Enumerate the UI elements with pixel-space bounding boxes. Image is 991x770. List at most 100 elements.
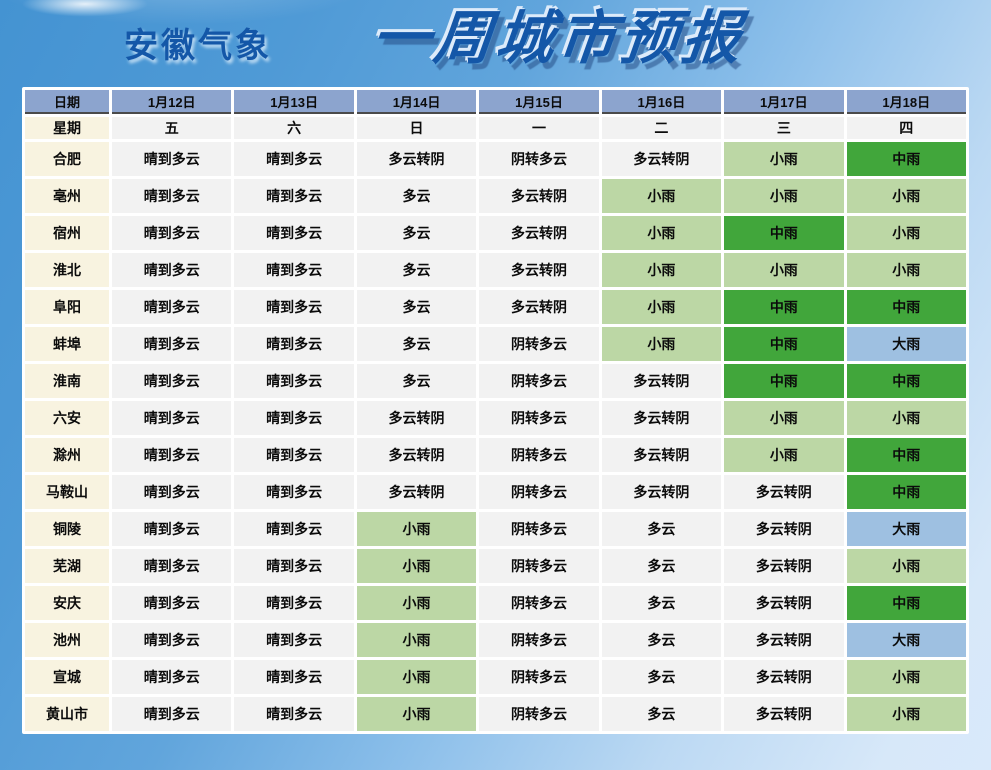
city-label: 亳州: [25, 179, 109, 213]
weather-cell: 阴转多云: [479, 512, 599, 546]
weather-cell: 多云转阴: [356, 475, 477, 509]
city-forecast-row: 芜湖 晴到多云 晴到多云 小雨 阴转多云 多云 多云转阴 小雨: [25, 549, 966, 583]
weather-cell: 阴转多云: [479, 660, 599, 694]
weather-cell: 小雨: [846, 179, 966, 213]
date-cell: 1月16日: [601, 90, 722, 114]
city-forecast-row: 蚌埠 晴到多云 晴到多云 多云 阴转多云 小雨 中雨 大雨: [25, 327, 966, 361]
weather-cell: 大雨: [846, 512, 966, 546]
city-forecast-row: 六安 晴到多云 晴到多云 多云转阴 阴转多云 多云转阴 小雨 小雨: [25, 401, 966, 435]
weather-cell: 多云转阴: [356, 401, 477, 435]
weather-cell: 中雨: [846, 290, 966, 324]
city-label: 阜阳: [25, 290, 109, 324]
weather-cell: 大雨: [846, 327, 966, 361]
city-label: 黄山市: [25, 697, 109, 731]
date-cell: 1月13日: [234, 90, 354, 114]
weather-cell: 多云: [356, 216, 477, 250]
weather-cell: 多云转阴: [479, 290, 599, 324]
weekday-cell: 三: [724, 117, 844, 139]
weather-cell: 小雨: [356, 623, 477, 657]
weekday-row: 星期 五六日一二三四: [25, 117, 966, 139]
weekday-cell: 五: [112, 117, 232, 139]
weather-cell: 多云: [601, 586, 722, 620]
weather-cell: 多云: [356, 253, 477, 287]
city-forecast-row: 阜阳 晴到多云 晴到多云 多云 多云转阴 小雨 中雨 中雨: [25, 290, 966, 324]
city-label: 铜陵: [25, 512, 109, 546]
city-forecast-row: 黄山市 晴到多云 晴到多云 小雨 阴转多云 多云 多云转阴 小雨: [25, 697, 966, 731]
weather-cell: 中雨: [846, 438, 966, 472]
city-forecast-row: 宣城 晴到多云 晴到多云 小雨 阴转多云 多云 多云转阴 小雨: [25, 660, 966, 694]
weather-cell: 晴到多云: [234, 475, 354, 509]
city-forecast-row: 马鞍山 晴到多云 晴到多云 多云转阴 阴转多云 多云转阴 多云转阴 中雨: [25, 475, 966, 509]
city-forecast-row: 安庆 晴到多云 晴到多云 小雨 阴转多云 多云 多云转阴 中雨: [25, 586, 966, 620]
weather-cell: 晴到多云: [112, 364, 232, 398]
weather-cell: 晴到多云: [112, 623, 232, 657]
weather-cell: 小雨: [724, 142, 844, 176]
city-forecast-row: 宿州 晴到多云 晴到多云 多云 多云转阴 小雨 中雨 小雨: [25, 216, 966, 250]
city-label: 宣城: [25, 660, 109, 694]
weather-cell: 晴到多云: [112, 475, 232, 509]
weather-cell: 晴到多云: [112, 327, 232, 361]
weather-cell: 小雨: [724, 401, 844, 435]
weekday-cell: 一: [479, 117, 599, 139]
city-label: 淮北: [25, 253, 109, 287]
weather-cell: 多云: [601, 623, 722, 657]
weather-cell: 多云: [356, 364, 477, 398]
weather-cell: 多云转阴: [724, 549, 844, 583]
weather-cell: 中雨: [846, 142, 966, 176]
weather-cell: 晴到多云: [112, 438, 232, 472]
weather-cell: 多云: [356, 290, 477, 324]
weather-cell: 多云转阴: [601, 401, 722, 435]
weather-cell: 多云转阴: [479, 179, 599, 213]
date-cell: 1月18日: [846, 90, 966, 114]
city-label: 六安: [25, 401, 109, 435]
weather-cell: 晴到多云: [112, 697, 232, 731]
weather-cell: 中雨: [724, 290, 844, 324]
date-header-row: 日期 1月12日 1月13日 1月14日 1月15日 1月16日 1月17日 1月18日: [25, 90, 966, 114]
weekday-cell: 四: [846, 117, 966, 139]
forecast-table-body: 合肥 晴到多云 晴到多云 多云转阴 阴转多云 多云转阴 小雨 中雨 亳州 晴到多云 晴到多云 多云 多云…: [25, 142, 966, 731]
weather-cell: 多云转阴: [601, 142, 722, 176]
weather-cell: 晴到多云: [112, 660, 232, 694]
date-row-label: 日期: [25, 90, 109, 114]
weather-cell: 晴到多云: [112, 253, 232, 287]
weather-cell: 晴到多云: [234, 512, 354, 546]
city-forecast-row: 池州 晴到多云 晴到多云 小雨 阴转多云 多云 多云转阴 大雨: [25, 623, 966, 657]
weather-cell: 中雨: [846, 364, 966, 398]
weather-cell: 小雨: [356, 586, 477, 620]
weather-cell: 晴到多云: [234, 549, 354, 583]
weather-cell: 多云转阴: [356, 142, 477, 176]
weather-cell: 小雨: [846, 549, 966, 583]
city-forecast-row: 滁州 晴到多云 晴到多云 多云转阴 阴转多云 多云转阴 小雨 中雨: [25, 438, 966, 472]
weather-cell: 阴转多云: [479, 364, 599, 398]
weather-cell: 晴到多云: [234, 216, 354, 250]
city-label: 宿州: [25, 216, 109, 250]
city-label: 淮南: [25, 364, 109, 398]
weather-cell: 晴到多云: [234, 660, 354, 694]
weather-cell: 小雨: [601, 290, 722, 324]
date-cell: 1月14日: [356, 90, 477, 114]
date-cell: 1月15日: [479, 90, 599, 114]
weekday-cell: 日: [356, 117, 477, 139]
weather-cell: 中雨: [846, 586, 966, 620]
city-label: 马鞍山: [25, 475, 109, 509]
weather-cell: 多云转阴: [479, 216, 599, 250]
weather-cell: 小雨: [601, 216, 722, 250]
weather-cell: 小雨: [846, 216, 966, 250]
date-cell: 1月12日: [112, 90, 232, 114]
weather-cell: 小雨: [601, 179, 722, 213]
weather-cell: 阴转多云: [479, 549, 599, 583]
weather-cell: 晴到多云: [234, 179, 354, 213]
city-forecast-row: 淮南 晴到多云 晴到多云 多云 阴转多云 多云转阴 中雨 中雨: [25, 364, 966, 398]
weather-cell: 晴到多云: [234, 697, 354, 731]
city-label: 安庆: [25, 586, 109, 620]
weather-cell: 晴到多云: [234, 327, 354, 361]
weather-cell: 中雨: [724, 216, 844, 250]
weather-cell: 多云转阴: [601, 364, 722, 398]
weather-cell: 小雨: [356, 512, 477, 546]
city-forecast-row: 亳州 晴到多云 晴到多云 多云 多云转阴 小雨 小雨 小雨: [25, 179, 966, 213]
city-label: 合肥: [25, 142, 109, 176]
weather-cell: 小雨: [356, 549, 477, 583]
weather-cell: 小雨: [356, 660, 477, 694]
weather-cell: 小雨: [724, 253, 844, 287]
page-title: 一周城市预报: [368, 6, 748, 71]
